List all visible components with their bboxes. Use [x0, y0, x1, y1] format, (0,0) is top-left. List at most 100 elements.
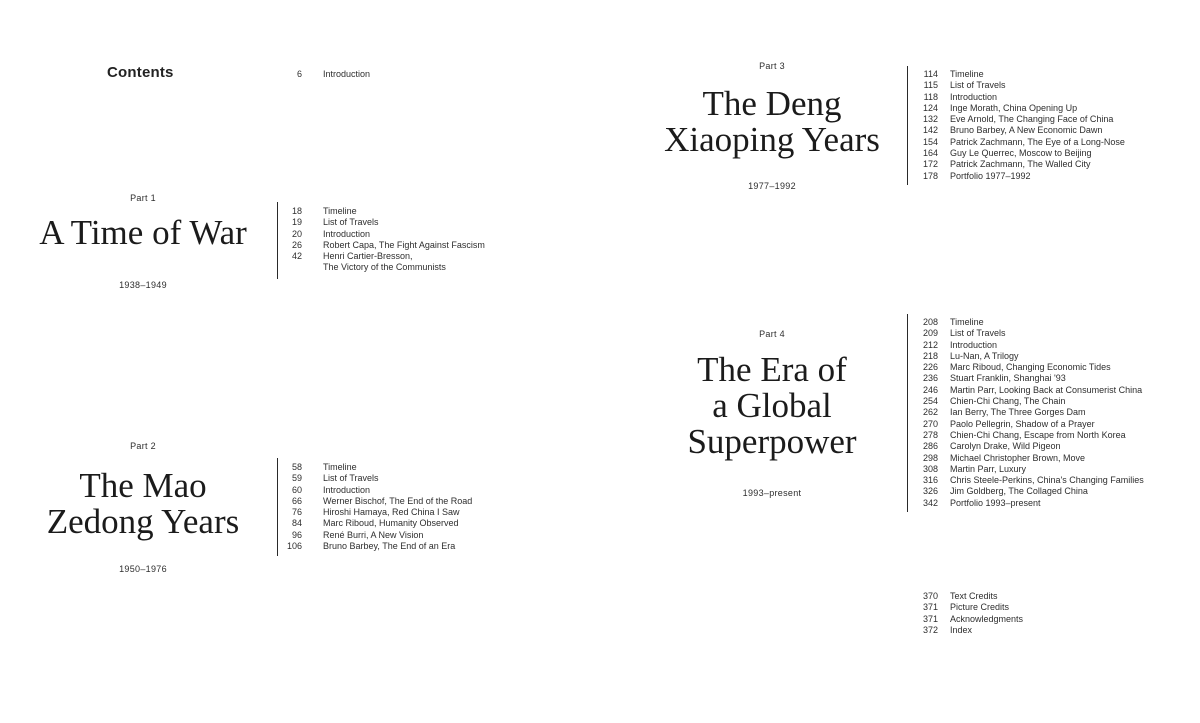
toc-entry: 132 Eve Arnold, The Changing Face of Chi…	[908, 114, 1193, 125]
toc-entry: 226 Marc Riboud, Changing Economic Tides	[908, 362, 1193, 373]
entry-page-number: 6	[296, 69, 302, 79]
entry-page-number: 254	[922, 396, 938, 407]
entry-page-number: 372	[922, 624, 938, 635]
toc-entry: 18 Timeline	[278, 206, 548, 217]
entry-title: Introduction	[323, 484, 371, 495]
toc-entry: 142 Bruno Barbey, A New Economic Dawn	[908, 125, 1193, 136]
entry-page-number: 308	[922, 463, 938, 474]
entry-title: Introduction	[323, 69, 371, 79]
toc-entry: 6 Introduction	[278, 69, 548, 80]
entry-page-number: 178	[922, 170, 938, 181]
entry-title: Eve Arnold, The Changing Face of China	[950, 114, 1114, 125]
entry-title: Acknowledgments	[950, 613, 1024, 624]
entry-page-number: 142	[922, 125, 938, 136]
toc-entry: 58 Timeline	[278, 462, 548, 473]
entry-page-number: 124	[922, 102, 938, 113]
entry-page-number: 154	[922, 136, 938, 147]
entry-title: René Burri, A New Vision	[323, 529, 424, 540]
entry-title: Stuart Franklin, Shanghai '93	[950, 373, 1066, 384]
entry-page-number: 96	[291, 529, 302, 540]
entry-title: Lu-Nan, A Trilogy	[950, 350, 1019, 361]
entry-title: Picture Credits	[950, 602, 1010, 613]
entry-page-number: 60	[291, 484, 302, 495]
part-3-entries: 114 Timeline 115 List of Travels 118 Int…	[907, 66, 1193, 185]
part-3-dates: 1977–1992	[748, 181, 796, 191]
toc-entry: 218 Lu-Nan, A Trilogy	[908, 351, 1193, 362]
toc-entry: 262 Ian Berry, The Three Gorges Dam	[908, 407, 1193, 418]
entry-page-number: 298	[922, 452, 938, 463]
toc-entry: 342 Portfolio 1993–present	[908, 498, 1193, 509]
entry-page-number: 212	[922, 339, 938, 350]
entry-page-number: 278	[922, 429, 938, 440]
entry-page-number: 132	[922, 114, 938, 125]
entry-title: Introduction	[950, 339, 998, 350]
toc-entry: 178 Portfolio 1977–1992	[908, 171, 1193, 182]
part-4-label: Part 4	[759, 329, 785, 339]
entry-page-number: 270	[922, 418, 938, 429]
entry-title: Chris Steele-Perkins, China's Changing F…	[950, 475, 1144, 486]
toc-entry: 96 René Burri, A New Vision	[278, 530, 548, 541]
entry-page-number: 76	[291, 507, 302, 518]
entry-title: Timeline	[323, 206, 357, 216]
entry-title: Bruno Barbey, The End of an Era	[323, 541, 456, 552]
part-3-title: The Deng Xiaoping Years	[664, 84, 880, 159]
entry-title: Werner Bischof, The End of the Road	[323, 495, 473, 506]
toc-entry: 172 Patrick Zachmann, The Walled City	[908, 159, 1193, 170]
entry-page-number: 371	[922, 613, 938, 624]
entry-title: Guy Le Querrec, Moscow to Beijing	[950, 148, 1092, 159]
entry-page-number: 316	[922, 475, 938, 486]
entry-title: List of Travels	[950, 80, 1006, 91]
toc-entry: 59 List of Travels	[278, 473, 548, 484]
entry-page-number: 370	[922, 591, 938, 601]
entry-title: List of Travels	[323, 217, 379, 228]
entry-title: Introduction	[950, 91, 998, 102]
entry-title: Martin Parr, Luxury	[950, 463, 1027, 474]
entry-page-number: 58	[291, 462, 302, 472]
toc-entry: 212 Introduction	[908, 340, 1193, 351]
toc-entry: 372 Index	[908, 625, 1193, 636]
entry-title: Patrick Zachmann, The Eye of a Long-Nose	[950, 136, 1125, 147]
entry-page-number: 226	[922, 362, 938, 373]
entry-page-number: 236	[922, 373, 938, 384]
toc-entry: 19 List of Travels	[278, 217, 548, 228]
entry-page-number: 84	[291, 518, 302, 529]
entry-title: Bruno Barbey, A New Economic Dawn	[950, 125, 1103, 136]
entry-page-number: 115	[923, 80, 938, 91]
toc-entry: 60 Introduction	[278, 485, 548, 496]
part-2-title: The Mao Zedong Years	[46, 466, 240, 541]
entry-page-number: 19	[291, 217, 302, 228]
entry-page-number: 371	[922, 602, 938, 613]
toc-entry: 209 List of Travels	[908, 328, 1193, 339]
toc-entry: 115 List of Travels	[908, 80, 1193, 91]
toc-entry: 298 Michael Christopher Brown, Move	[908, 453, 1193, 464]
toc-entry: 20 Introduction	[278, 229, 548, 240]
entry-title: Text Credits	[950, 591, 998, 601]
toc-entry: 42 Henri Cartier-Bresson, The Victory of…	[278, 251, 548, 274]
entry-page-number: 286	[922, 441, 938, 452]
entry-title: Marc Riboud, Changing Economic Tides	[950, 362, 1111, 373]
toc-entry: 326 Jim Goldberg, The Collaged China	[908, 486, 1193, 497]
toc-entry: 316 Chris Steele-Perkins, China's Changi…	[908, 475, 1193, 486]
entry-title: Timeline	[950, 69, 984, 79]
entry-page-number: 342	[922, 497, 938, 508]
entry-title: List of Travels	[950, 328, 1006, 339]
toc-entry: 370 Text Credits	[908, 591, 1193, 602]
part-4-entries: 208 Timeline 209 List of Travels 212 Int…	[907, 314, 1193, 513]
entry-page-number: 209	[922, 328, 938, 339]
entry-page-number: 246	[922, 384, 938, 395]
entry-page-number: 326	[922, 486, 938, 497]
entry-title: Paolo Pellegrin, Shadow of a Prayer	[950, 418, 1095, 429]
entry-title: Index	[950, 624, 973, 635]
entry-title: Henri Cartier-Bresson, The Victory of th…	[323, 251, 446, 273]
part-2-dates: 1950–1976	[119, 564, 167, 574]
entry-title: Ian Berry, The Three Gorges Dam	[950, 407, 1086, 418]
entry-title: Portfolio 1977–1992	[950, 170, 1031, 181]
toc-entry: 278 Chien-Chi Chang, Escape from North K…	[908, 430, 1193, 441]
toc-entry: 124 Inge Morath, China Opening Up	[908, 103, 1193, 114]
entry-title: Chien-Chi Chang, Escape from North Korea	[950, 429, 1126, 440]
toc-entry: 270 Paolo Pellegrin, Shadow of a Prayer	[908, 419, 1193, 430]
entry-title: Inge Morath, China Opening Up	[950, 102, 1078, 113]
toc-entry: 254 Chien-Chi Chang, The Chain	[908, 396, 1193, 407]
toc-entry: 371 Picture Credits	[908, 602, 1193, 613]
toc-entry: 118 Introduction	[908, 92, 1193, 103]
